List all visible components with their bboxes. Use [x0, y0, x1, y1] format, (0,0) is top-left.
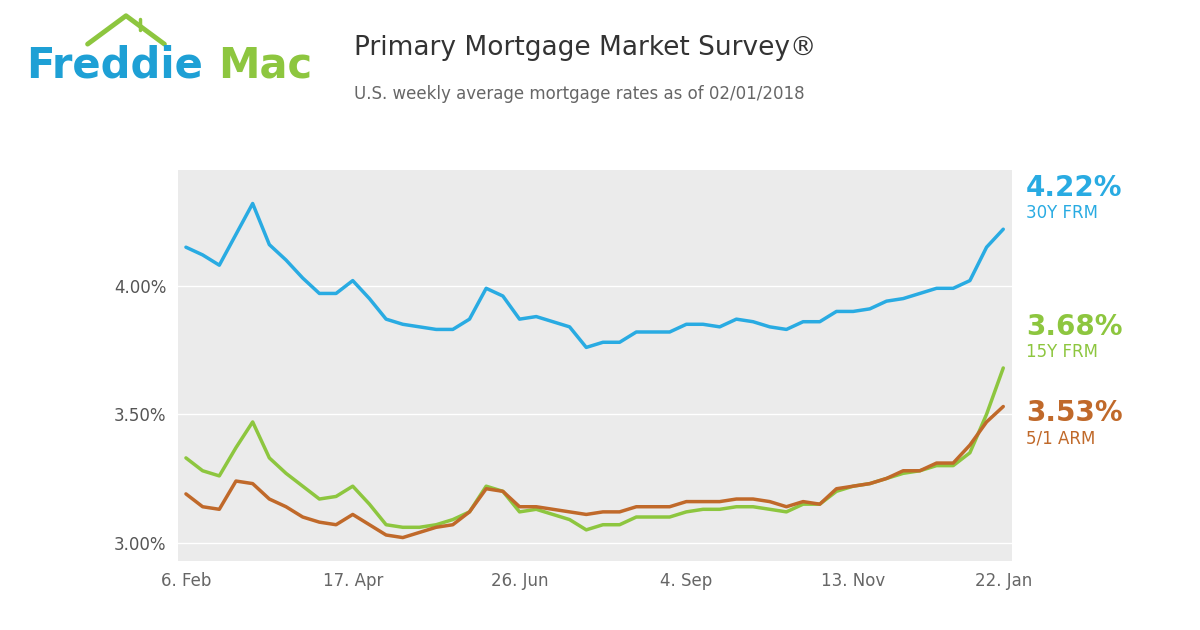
Text: Primary Mortgage Market Survey®: Primary Mortgage Market Survey® [354, 35, 816, 60]
Text: 15Y FRM: 15Y FRM [1026, 343, 1098, 361]
Text: 30Y FRM: 30Y FRM [1026, 205, 1098, 222]
Text: 4.22%: 4.22% [1026, 175, 1122, 202]
Text: 3.53%: 3.53% [1026, 399, 1123, 427]
Text: Freddie: Freddie [26, 44, 203, 86]
Text: 5/1 ARM: 5/1 ARM [1026, 429, 1096, 447]
Text: Mac: Mac [218, 44, 312, 86]
Text: U.S. weekly average mortgage rates as of 02/01/2018: U.S. weekly average mortgage rates as of… [354, 85, 805, 103]
Text: 3.68%: 3.68% [1026, 313, 1122, 341]
